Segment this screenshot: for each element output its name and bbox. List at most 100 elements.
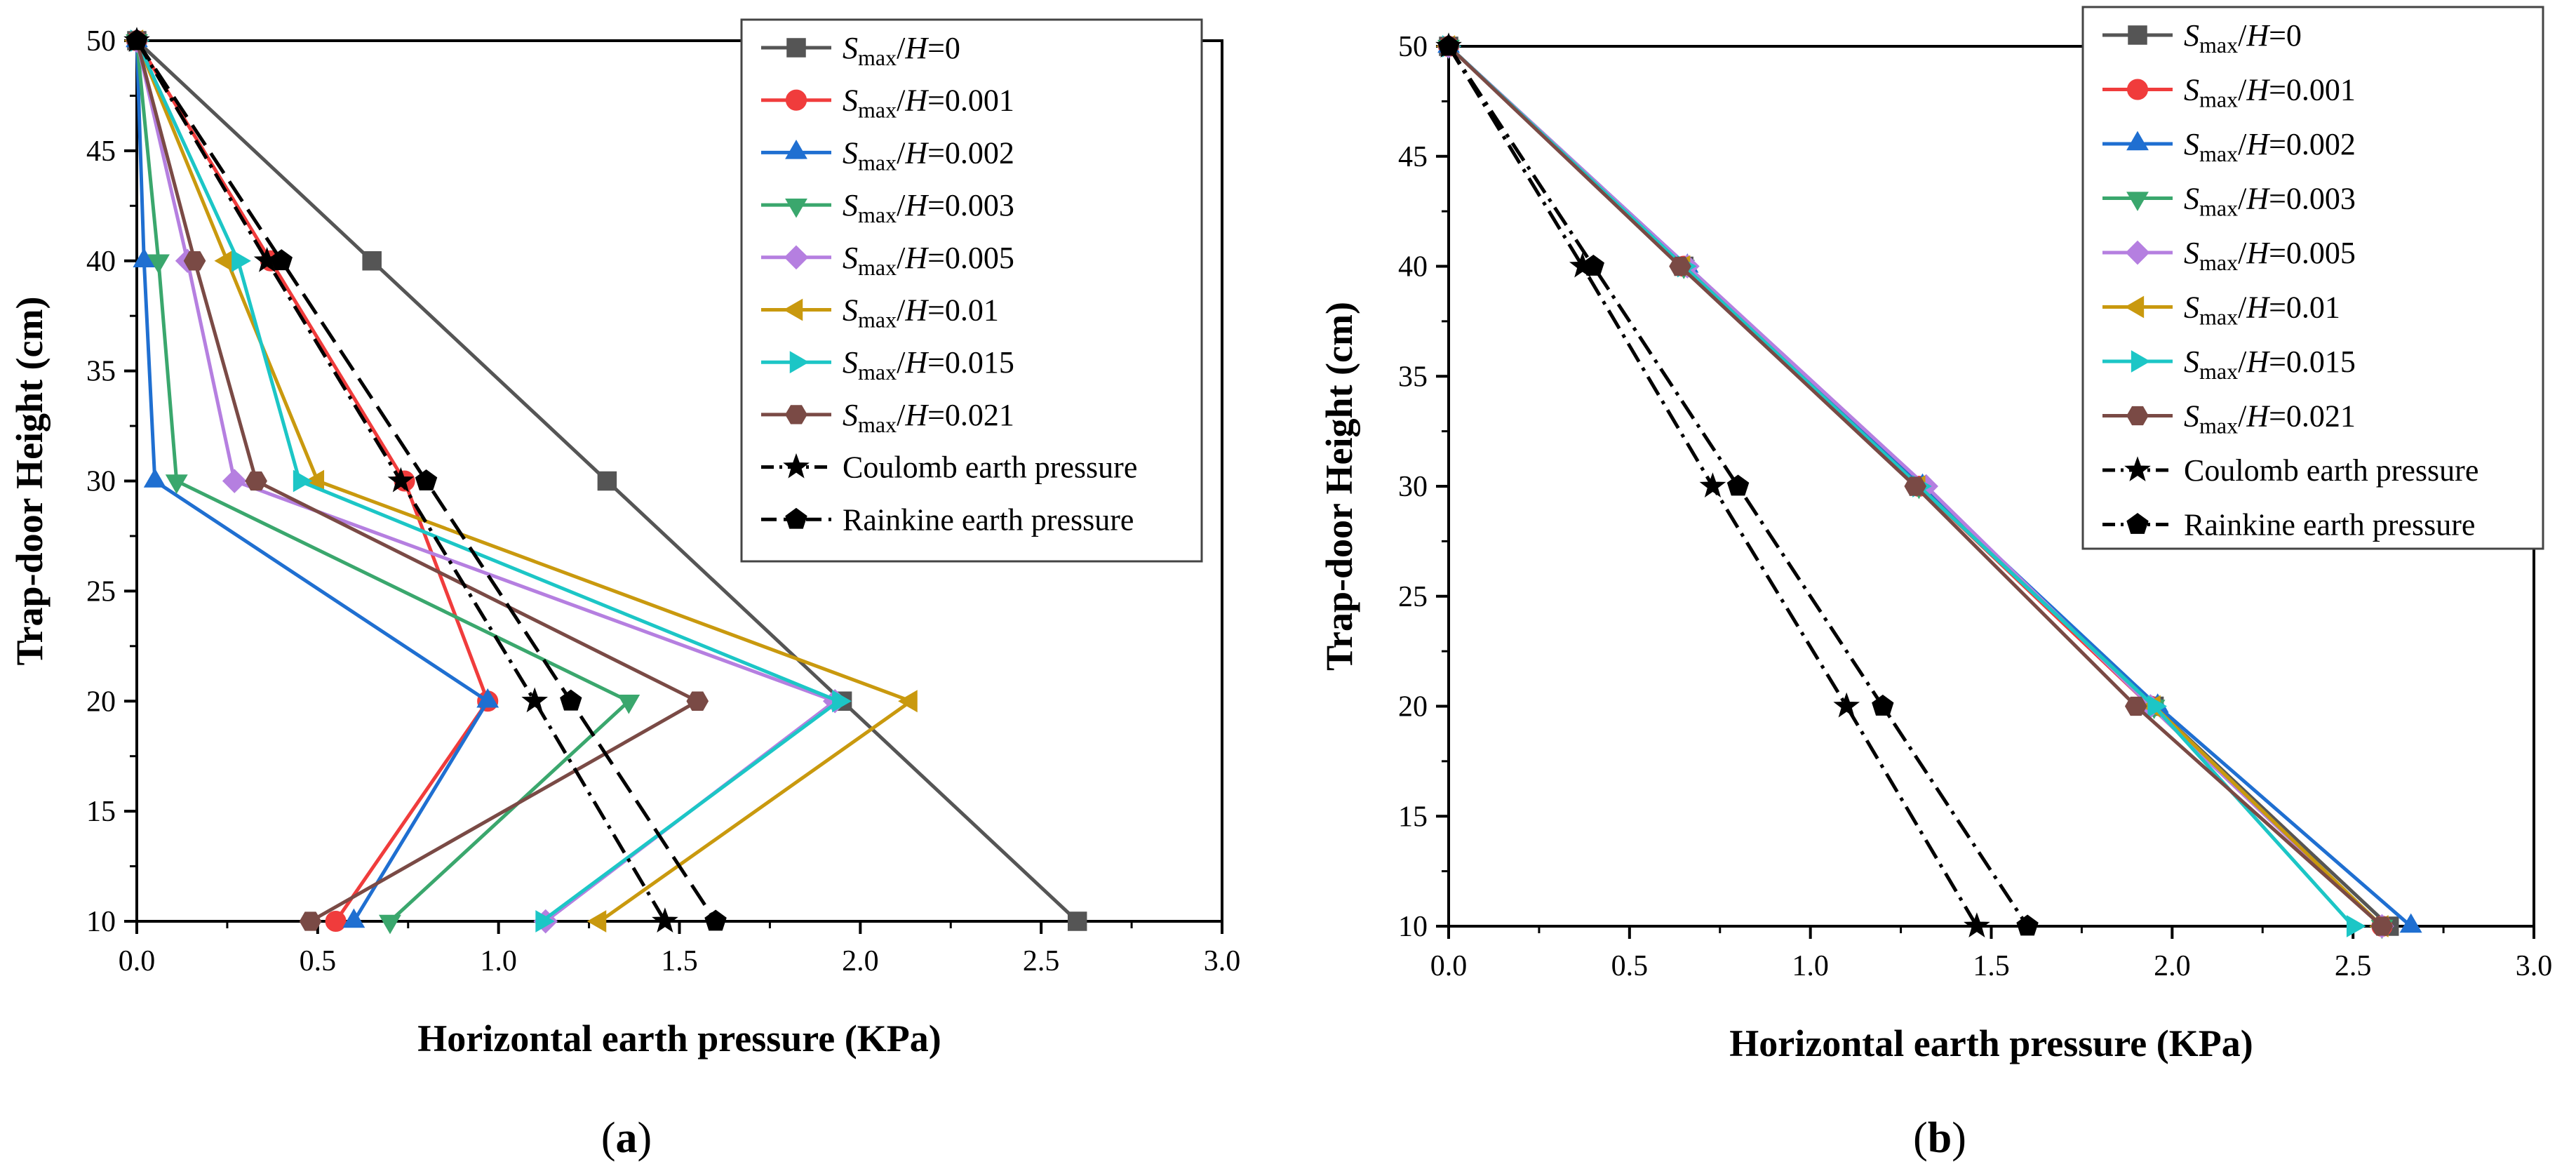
legend-label: Coulomb earth pressure <box>2184 453 2478 488</box>
data-point <box>1726 474 1750 496</box>
legend-slash: / <box>2238 18 2247 53</box>
legend-sub: max <box>2199 196 2238 221</box>
legend-marker <box>2131 350 2151 373</box>
legend-h: H <box>904 188 929 222</box>
x-tick-label: 0.0 <box>119 945 156 977</box>
legend-marker <box>2126 406 2149 426</box>
legend-slash: / <box>897 398 906 432</box>
legend-label: Smax/H=0.015 <box>843 345 1014 385</box>
legend-marker <box>2126 192 2149 211</box>
panel-paren-close: ) <box>638 1114 652 1162</box>
legend-slash: / <box>897 293 906 328</box>
data-point <box>832 690 852 713</box>
legend-h: H <box>904 83 929 118</box>
data-point <box>1872 694 1894 716</box>
legend-sub: max <box>858 359 897 385</box>
legend-slash: / <box>2238 399 2247 434</box>
data-point <box>597 471 617 491</box>
legend-marker <box>2124 456 2151 482</box>
data-point <box>898 690 918 713</box>
legend-sub: max <box>2199 359 2238 384</box>
legend-slash: / <box>897 31 906 65</box>
legend-marker <box>2126 131 2149 151</box>
series-line <box>135 40 631 923</box>
legend-s: S <box>2184 18 2199 53</box>
chart-panel-b: 0.0 0.5 1.0 1.5 2.0 2.5 3.0 10 15 20 25 30 35 40 45 50 H… <box>1318 6 2553 1162</box>
legend-h: H <box>904 293 929 328</box>
data-point <box>1699 472 1726 498</box>
data-point <box>232 249 251 272</box>
y-tick-label: 50 <box>1398 31 1428 63</box>
legend: Smax/H=0Smax/H=0.001Smax/H=0.002Smax/H=0… <box>740 18 1203 563</box>
legend-h: H <box>904 241 929 275</box>
x-tick-label: 3.0 <box>2516 950 2553 982</box>
x-tick-label: 2.5 <box>1023 945 1060 977</box>
legend-marker <box>783 453 810 479</box>
data-point <box>686 691 709 711</box>
legend-sub: max <box>2199 413 2238 439</box>
legend-label: Coulomb earth pressure <box>843 450 1137 485</box>
legend-label: Smax/H=0.002 <box>2184 127 2356 166</box>
legend-marker <box>784 245 809 270</box>
data-point <box>126 29 148 51</box>
data-point <box>165 474 188 494</box>
y-tick-label: 50 <box>86 25 116 58</box>
data-point <box>293 469 313 493</box>
legend-marker <box>785 89 807 111</box>
data-point <box>299 911 322 931</box>
series-smax-h-0-003 <box>126 34 640 935</box>
legend-slash: / <box>897 188 906 222</box>
legend-s: S <box>843 398 858 432</box>
legend-value: =0 <box>927 31 960 65</box>
panel-label: (b) <box>1913 1114 1966 1162</box>
x-tick-label: 1.0 <box>1792 950 1829 982</box>
legend-s: S <box>843 188 858 222</box>
legend-h: H <box>2246 73 2270 107</box>
legend-sub: max <box>2199 87 2238 112</box>
y-tick-label: 40 <box>86 246 116 278</box>
x-tick-label: 2.0 <box>2154 950 2191 982</box>
legend-h: H <box>904 135 929 170</box>
data-point <box>1437 34 1460 56</box>
legend-marker <box>783 298 803 321</box>
legend-box <box>740 18 1203 563</box>
panel-paren-open: ( <box>1913 1114 1928 1162</box>
legend: Smax/H=0Smax/H=0.001Smax/H=0.002Smax/H=0… <box>2081 6 2544 550</box>
y-tick-label: 35 <box>86 356 116 388</box>
legend-value: =0.002 <box>2269 127 2356 161</box>
legend-value: =0.002 <box>927 135 1014 170</box>
data-point <box>342 908 365 928</box>
x-axis-title: Horizontal earth pressure (KPa) <box>1729 1022 2253 1064</box>
legend-marker <box>2126 79 2149 100</box>
data-point <box>521 687 549 713</box>
legend-value: =0.01 <box>927 293 999 328</box>
data-point <box>1904 476 1927 496</box>
legend-slash: / <box>2238 182 2247 216</box>
legend-label: Smax/H=0.01 <box>2184 290 2340 330</box>
y-tick-label: 45 <box>86 135 116 168</box>
data-point <box>143 468 166 488</box>
legend-label: Smax/H=0.005 <box>2184 236 2356 275</box>
legend-h: H <box>2246 345 2270 379</box>
legend-s: S <box>2184 345 2199 379</box>
legend-h: H <box>904 31 929 65</box>
legend-box <box>2081 6 2544 550</box>
series-coulomb-earth-pressure <box>123 27 678 933</box>
y-tick-label: 15 <box>1398 801 1428 833</box>
y-tick-label: 30 <box>1398 471 1428 503</box>
legend-label: Smax/H=0.003 <box>843 188 1014 227</box>
data-point <box>1833 692 1860 718</box>
legend-h: H <box>904 345 929 380</box>
legend-s: S <box>2184 73 2199 107</box>
legend-label: Smax/H=0.021 <box>2184 399 2356 439</box>
y-tick-label: 20 <box>1398 691 1428 723</box>
data-point <box>652 907 678 933</box>
data-point <box>2124 696 2147 716</box>
legend-label: Smax/H=0.003 <box>2184 182 2356 221</box>
legend-value: =0.001 <box>927 83 1014 118</box>
legend-sub: max <box>858 98 897 123</box>
legend-label: Smax/H=0.015 <box>2184 345 2356 384</box>
panel-paren-open: ( <box>601 1114 616 1162</box>
legend-label: Rainkine earth pressure <box>2184 508 2475 542</box>
